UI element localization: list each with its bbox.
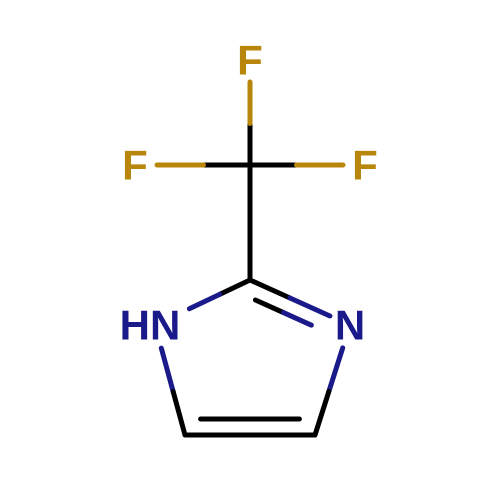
atom-HN: HN	[120, 302, 181, 349]
atom-F_top: F	[237, 37, 263, 84]
atom-F_left: F	[122, 142, 148, 189]
atom-F_right: F	[352, 142, 378, 189]
molecule-diagram: F F F HN N	[0, 0, 500, 500]
atom-N: N	[335, 302, 365, 349]
